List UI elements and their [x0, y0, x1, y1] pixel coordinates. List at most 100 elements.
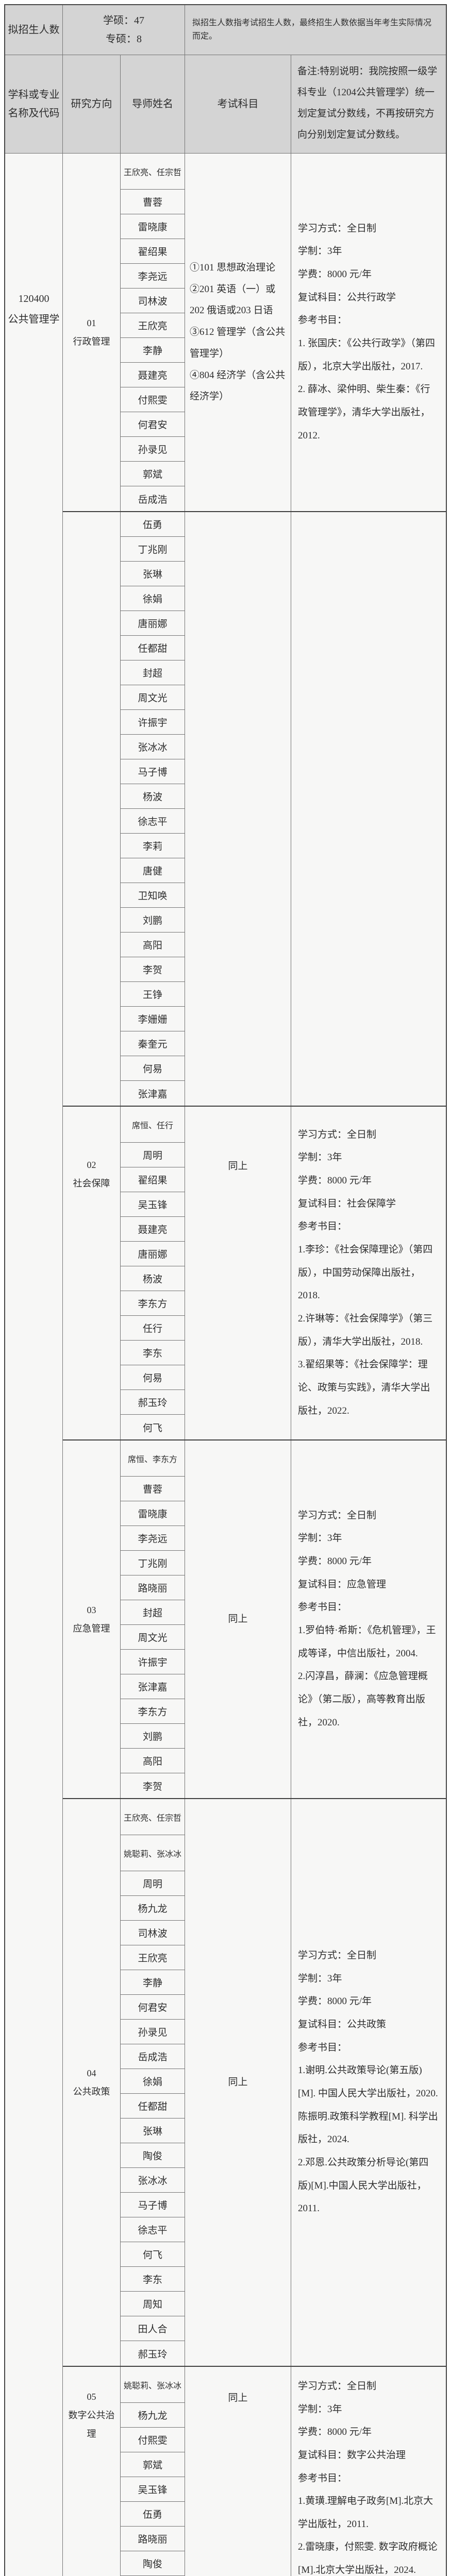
supervisor-name: 付熙雯 — [121, 387, 185, 412]
supervisor-name: 王欣亮 — [121, 1945, 185, 1970]
supervisor-name: 伍勇 — [121, 2502, 185, 2527]
supervisor-name: 周文光 — [121, 685, 185, 710]
supervisor-name: 秦奎元 — [121, 1031, 185, 1056]
supervisor-name: 司林波 — [121, 289, 185, 313]
supervisor-name: 姚聪莉、张冰冰 — [121, 1835, 185, 1871]
supervisor-name: 李尧远 — [121, 264, 185, 289]
supervisor-name: 刘鹏 — [121, 1724, 185, 1749]
supervisor-name: 聂建亮 — [121, 1217, 185, 1242]
supervisor-name: 张冰冰 — [121, 735, 185, 759]
supervisor-name: 许振宇 — [121, 710, 185, 735]
supervisor-name: 张津嘉 — [121, 1674, 185, 1699]
supervisor-name: 李尧远 — [121, 1526, 185, 1551]
header-remarks-note: 备注:特别说明：我院按照一级学科专业（1204公共管理学）统一划定复试分数线，不… — [291, 55, 446, 153]
table-header-row: 学科或专业 名称及代码 研究方向 导师姓名 考试科目 备注:特别说明：我院按照一… — [5, 55, 446, 154]
supervisor-name: 任都甜 — [121, 2094, 185, 2119]
supervisor-name: 徐志平 — [121, 809, 185, 834]
supervisor-name: 李东方 — [121, 1291, 185, 1316]
supervisor-list-05: 姚聪莉、张冰冰杨九龙付熙雯郭斌吴玉锋伍勇路晓丽陶俊王铮李姗姗李莉唐健周知田人合 — [121, 2367, 185, 2576]
supervisor-name: 王欣亮、任宗哲 — [121, 154, 185, 190]
exam-subjects-03: 同上 — [185, 1440, 291, 1798]
supervisor-name: 杨九龙 — [121, 1896, 185, 1921]
supervisor-name: 郭斌 — [121, 462, 185, 486]
exam-subjects-empty — [185, 512, 291, 1106]
supervisor-name: 高阳 — [121, 1749, 185, 1773]
supervisor-name: 马子博 — [121, 759, 185, 784]
direction-blocks: 01 行政管理 王欣亮、任宗哲 曹蓉 雷晓康 翟绍果 李尧远 司林波 王欣亮 李静 聂建亮 付熙雯… — [63, 154, 446, 2576]
supervisor-name: 何飞 — [142, 1422, 162, 1434]
supervisor-name: 何君安 — [121, 412, 185, 437]
supervisor-name: 周明 — [121, 1143, 185, 1167]
supervisor-name: 王欣亮、任宗哲 — [121, 1799, 185, 1835]
planned-enrollment-row: 拟招生人数 学硕：47 专硕：8 拟招生人数指考试招生人数，最终招生人数依据当年… — [5, 5, 446, 55]
remarks-05: 学习方式：全日制 学制：3年 学费：8000 元/年 复试科目：数字公共治理 参… — [298, 2381, 438, 2576]
supervisor-name: 李静 — [121, 338, 185, 363]
supervisor-name: 张琳 — [121, 2119, 185, 2143]
enrollment-quota: 学硕：47 专硕：8 — [63, 5, 185, 55]
supervisor-name: 司林波 — [121, 1921, 185, 1945]
supervisor-name: 杨九龙 — [121, 2403, 185, 2428]
supervisor-name: 马子博 — [121, 2193, 185, 2217]
supervisor-list-02: 席恒、任行 周明 翟绍果 吴玉锋 聂建亮 唐丽娜 杨波 李东方 任行 李东 何易 郝玉玲 何飞 — [121, 1107, 185, 1439]
supervisor-name: 任都甜 — [121, 636, 185, 660]
supervisor-name: 吴玉锋 — [121, 2477, 185, 2502]
header-supervisor-name: 导师姓名 — [121, 55, 185, 153]
exam-subjects-04: 同上 — [185, 1799, 291, 2366]
supervisor-name: 周知 — [121, 2292, 185, 2316]
direction-label-03: 03 应急管理 — [63, 1440, 121, 1798]
header-exam-subjects: 考试科目 — [185, 55, 291, 153]
supervisor-name: 卫知唤 — [121, 883, 185, 908]
supervisor-name: 席恒、李东方 — [121, 1440, 185, 1477]
supervisor-name: 吴玉锋 — [121, 1192, 185, 1217]
supervisor-name: 李姗姗 — [121, 1007, 185, 1031]
supervisor-name: 封超 — [121, 660, 185, 685]
supervisor-name: 路晓丽 — [121, 1575, 185, 1600]
discipline-120400: 120400 公共管理学 — [5, 154, 62, 2576]
supervisor-name: 聂建亮 — [121, 363, 185, 387]
header-discipline-code: 学科或专业 名称及代码 — [5, 55, 63, 153]
remarks-01: 学习方式：全日制 学制：3年 学费：8000 元/年 复试科目：公共行政学 参考… — [298, 223, 436, 441]
supervisor-name: 郝玉玲 — [138, 2349, 168, 2360]
supervisor-name: 陶俊 — [121, 2551, 185, 2576]
table-body: 120400 公共管理学 125500 （专业学位） 图书情报 01 行政管理 … — [5, 154, 446, 2576]
supervisor-name: 孙录见 — [121, 437, 185, 462]
supervisor-name: 郝玉玲 — [121, 1390, 185, 1415]
supervisor-name: 陶俊 — [121, 2143, 185, 2168]
exam-subjects-01: ①101 思想政治理论 ②201 英语（一）或202 俄语或203 日语 ③61… — [185, 154, 291, 511]
supervisor-name: 何君安 — [121, 1995, 185, 2020]
supervisor-name: 孙录见 — [121, 2020, 185, 2044]
supervisor-name: 丁兆刚 — [121, 1551, 185, 1575]
supervisor-name: 徐娟 — [121, 2069, 185, 2094]
supervisor-name: 高阳 — [121, 933, 185, 957]
supervisor-list-03: 席恒、李东方 曹蓉 雷晓康 李尧远 丁兆刚 路晓丽 封超 周文光 许振宇 张津嘉 李东方 刘鹏 高阳 李贺 — [121, 1440, 185, 1798]
direction-label-05: 05 数字公共治理 — [63, 2367, 121, 2576]
direction-block-03: 03 应急管理 席恒、李东方 曹蓉 雷晓康 李尧远 丁兆刚 路晓丽 封超 周文光 许振宇 张津嘉李… — [63, 1440, 446, 1799]
supervisor-name: 姚聪莉、张冰冰 — [121, 2367, 185, 2403]
direction-label-02: 02 社会保障 — [63, 1107, 121, 1439]
supervisor-name: 付熙雯 — [121, 2428, 185, 2452]
supervisor-list-01b: 伍勇 丁兆刚 张琳 徐娟 唐丽娜 任都甜 封超 周文光 许振宇 张冰冰 马子博 杨波 徐志平 李莉 唐健 卫知… — [121, 512, 185, 1106]
supervisor-name: 岳成浩 — [121, 2044, 185, 2069]
remarks-02: 学习方式：全日制 学制：3年 学费：8000 元/年 复试科目：社会保障学 参考… — [298, 1129, 433, 1416]
header-research-direction: 研究方向 — [63, 55, 121, 153]
supervisor-name: 曹蓉 — [121, 1477, 185, 1501]
supervisor-name: 王铮 — [121, 982, 185, 1007]
remarks-empty — [291, 512, 446, 1106]
supervisor-name: 何飞 — [121, 2242, 185, 2267]
supervisor-name: 周文光 — [121, 1625, 185, 1650]
supervisor-name: 郭斌 — [121, 2452, 185, 2477]
supervisor-name: 许振宇 — [121, 1650, 185, 1674]
remarks-04: 学习方式：全日制 学制：3年 学费：8000 元/年 复试科目：公共政策 参考书… — [298, 1950, 438, 2214]
supervisor-name: 唐丽娜 — [121, 1242, 185, 1266]
direction-block-05: 05 数字公共治理 姚聪莉、张冰冰杨九龙付熙雯郭斌吴玉锋伍勇路晓丽陶俊王铮李姗姗… — [63, 2367, 446, 2576]
supervisor-name: 杨波 — [121, 784, 185, 809]
supervisor-name: 李贺 — [121, 957, 185, 982]
enrollment-note: 拟招生人数指考试招生人数，最终招生人数依据当年考生实际情况而定。 — [185, 5, 446, 55]
supervisor-name: 何易 — [121, 1056, 185, 1081]
supervisor-name: 曹蓉 — [121, 190, 185, 214]
supervisor-name: 李静 — [121, 1970, 185, 1995]
exam-subjects-05: 同上 — [185, 2367, 291, 2576]
supervisor-list-01: 王欣亮、任宗哲 曹蓉 雷晓康 翟绍果 李尧远 司林波 王欣亮 李静 聂建亮 付熙雯 何君安 孙录见 郭斌… — [121, 154, 185, 511]
supervisor-name: 徐志平 — [121, 2217, 185, 2242]
